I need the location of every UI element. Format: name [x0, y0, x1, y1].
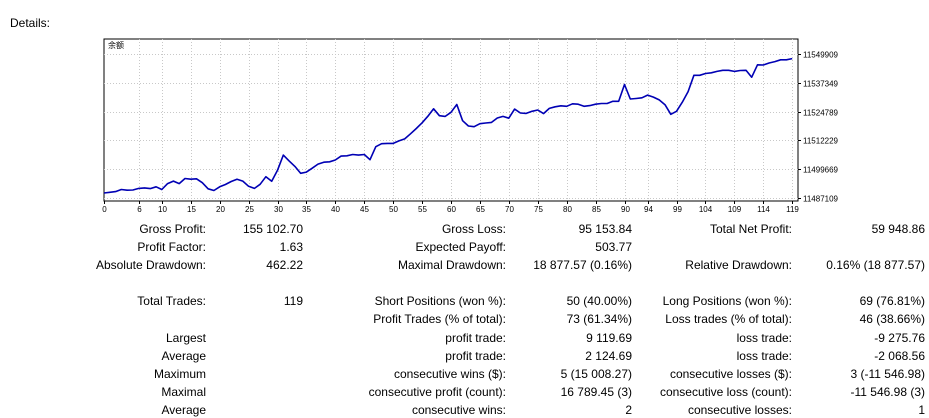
- largest-profit-label: profit trade:: [445, 331, 506, 345]
- profit-factor-label: Profit Factor:: [137, 240, 206, 254]
- x-tick-label: 35: [302, 205, 311, 214]
- x-tick-label: 99: [673, 205, 682, 214]
- maximal-loss-label: consecutive loss (count):: [659, 385, 792, 399]
- x-tick-label: 20: [216, 205, 225, 214]
- long-positions-label: Long Positions (won %):: [662, 294, 792, 308]
- average-consecutive-wins-value: 2: [625, 403, 632, 417]
- total-net-profit-value: 59 948.86: [871, 222, 925, 236]
- details-title: Details:: [10, 16, 51, 30]
- relative-drawdown-label: Relative Drawdown:: [685, 258, 792, 272]
- x-tick-label: 50: [389, 205, 398, 214]
- gross-profit-label: Gross Profit:: [139, 222, 206, 236]
- x-tick-label: 60: [447, 205, 456, 214]
- y-tick-label: 11549909: [803, 51, 839, 60]
- average-loss-label: loss trade:: [736, 349, 792, 363]
- absolute-drawdown-label: Absolute Drawdown:: [95, 258, 206, 272]
- x-tick-label: 80: [563, 205, 572, 214]
- x-tick-label: 25: [245, 205, 254, 214]
- x-tick-label: 119: [786, 205, 799, 214]
- maximal-profit-value: 16 789.45 (3): [560, 385, 632, 399]
- maximal-profit-label: consecutive profit (count):: [368, 385, 506, 399]
- profit-trades-label: Profit Trades (% of total):: [373, 312, 506, 326]
- x-tick-label: 30: [274, 205, 283, 214]
- y-tick-label: 11499669: [803, 166, 839, 175]
- profit-trades-value: 73 (61.34%): [566, 312, 632, 326]
- x-tick-label: 0: [102, 205, 107, 214]
- average-consecutive-wins-label: consecutive wins:: [411, 403, 506, 417]
- maximal-drawdown-value: 18 877.57 (0.16%): [533, 258, 632, 272]
- maximum-profit-value: 5 (15 008.27): [560, 367, 632, 381]
- short-positions-label: Short Positions (won %):: [374, 294, 506, 308]
- y-tick-label: 11512229: [803, 137, 839, 146]
- short-positions-value: 50 (40.00%): [566, 294, 632, 308]
- x-tick-label: 109: [728, 205, 742, 214]
- expected-payoff-value: 503.77: [595, 240, 632, 254]
- x-tick-label: 114: [757, 205, 770, 214]
- maximum-loss-value: 3 (-11 546.98): [850, 367, 926, 381]
- largest-loss-label: loss trade:: [736, 331, 792, 345]
- average-consecutive-label: Average: [161, 403, 206, 417]
- maximum-loss-label: consecutive losses ($):: [669, 367, 792, 381]
- total-trades-label: Total Trades:: [137, 294, 206, 308]
- largest-label: Largest: [165, 331, 206, 345]
- average-label: Average: [161, 349, 206, 363]
- x-tick-label: 45: [360, 205, 369, 214]
- gross-profit-value: 155 102.70: [242, 222, 303, 236]
- largest-profit-value: 9 119.69: [586, 331, 632, 345]
- x-tick-label: 10: [158, 205, 167, 214]
- average-loss-value: -2 068.56: [874, 349, 925, 363]
- x-tick-label: 55: [418, 205, 427, 214]
- x-tick-label: 94: [644, 205, 653, 214]
- long-positions-value: 69 (76.81%): [859, 294, 925, 308]
- average-consecutive-losses-label: consecutive losses:: [687, 403, 792, 417]
- largest-loss-value: -9 275.76: [874, 331, 925, 345]
- total-net-profit-label: Total Net Profit:: [709, 222, 792, 236]
- x-tick-label: 90: [621, 205, 630, 214]
- maximum-profit-label: consecutive wins ($):: [393, 367, 506, 381]
- y-tick-label: 11487109: [803, 195, 839, 204]
- total-trades-value: 119: [283, 294, 303, 308]
- loss-trades-label: Loss trades (% of total):: [665, 312, 792, 326]
- gross-loss-label: Gross Loss:: [441, 222, 506, 236]
- balance-line: [103, 57, 793, 194]
- average-profit-value: 2 124.69: [585, 349, 632, 363]
- average-profit-label: profit trade:: [445, 349, 506, 363]
- legend-label: 余额: [108, 40, 124, 50]
- relative-drawdown-value: 0.16% (18 877.57): [826, 258, 925, 272]
- gross-loss-value: 95 153.84: [578, 222, 632, 236]
- maximal-loss-value: -11 546.98 (3): [850, 385, 926, 399]
- x-tick-label: 75: [534, 205, 543, 214]
- x-tick-label: 104: [699, 205, 713, 214]
- maximal-drawdown-label: Maximal Drawdown:: [397, 258, 506, 272]
- loss-trades-value: 46 (38.66%): [859, 312, 925, 326]
- y-tick-label: 11524789: [803, 109, 839, 118]
- x-tick-label: 70: [505, 205, 514, 214]
- balance-chart: 0 6 10 15 20 25 30 35 40 45 50 55 60 65 70 75 80 85 90 94 99…: [102, 38, 839, 214]
- profit-factor-value: 1.63: [279, 240, 303, 254]
- average-consecutive-losses-value: 1: [918, 403, 925, 417]
- x-tick-label: 6: [137, 205, 142, 214]
- x-tick-label: 40: [331, 205, 340, 214]
- maximal-label: Maximal: [161, 385, 206, 399]
- y-tick-label: 11537349: [803, 80, 839, 89]
- absolute-drawdown-value: 462.22: [266, 258, 303, 272]
- maximum-label: Maximum: [153, 367, 206, 381]
- expected-payoff-label: Expected Payoff:: [415, 240, 506, 254]
- x-tick-label: 85: [592, 205, 601, 214]
- x-tick-label: 65: [476, 205, 485, 214]
- x-tick-label: 15: [187, 205, 196, 214]
